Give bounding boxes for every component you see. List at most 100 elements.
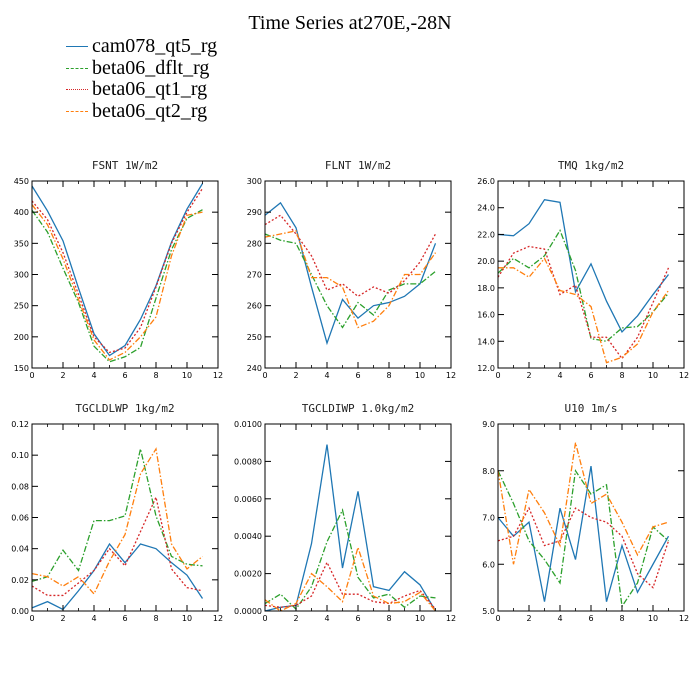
x-tick-label: 10 [182, 614, 192, 623]
x-tick-label: 12 [446, 371, 456, 380]
plot-frame [31, 423, 219, 612]
y-tick-label: 0.12 [11, 420, 29, 429]
y-tick-label: 5.0 [482, 607, 495, 616]
x-tick-label: 12 [213, 614, 223, 623]
x-tick-label: 8 [153, 614, 158, 623]
y-tick-label: 300 [247, 177, 262, 186]
series-line-0 [497, 198, 670, 334]
series-line-0 [31, 183, 204, 357]
legend-swatch-0 [66, 46, 88, 48]
series-line-2 [264, 560, 437, 610]
series-line-0 [31, 542, 204, 611]
series-line-2 [31, 188, 204, 354]
chart-tmq: TMQ 1kg/m2 0 2 4 6 8 10 12 12.0 14.0 16.0 18.0 20.0 2… [477, 159, 689, 380]
y-tick-label: 8.0 [482, 467, 495, 476]
x-tick-label: 4 [324, 371, 329, 380]
x-tick-label: 8 [619, 371, 624, 380]
x-tick-label: 0 [262, 614, 267, 623]
x-tick-label: 10 [415, 371, 425, 380]
y-tick-label: 0.0040 [234, 532, 262, 541]
x-tick-label: 10 [182, 371, 192, 380]
y-tick-label: 240 [247, 364, 262, 373]
chart-flnt: FLNT 1W/m2 0 2 4 6 8 10 12 240 250 260 270 280 290 300 [247, 159, 456, 380]
y-tick-label: 400 [14, 208, 29, 217]
series-line-0 [497, 465, 670, 602]
y-tick-label: 12.0 [477, 364, 495, 373]
x-tick-label: 6 [355, 614, 360, 623]
y-tick-label: 18.0 [477, 284, 495, 293]
legend-label-1: beta06_dflt_rg [92, 56, 210, 79]
y-tick-label: 0.0100 [234, 420, 262, 429]
panel-title: TMQ 1kg/m2 [558, 159, 624, 172]
x-tick-label: 10 [648, 371, 658, 380]
x-tick-label: 4 [91, 371, 96, 380]
series-line-0 [264, 201, 437, 346]
series-line-3 [497, 442, 669, 565]
y-tick-label: 270 [247, 271, 262, 280]
panel-title: U10 1m/s [565, 402, 618, 415]
y-tick-label: 260 [247, 302, 262, 311]
series-line-2 [497, 245, 670, 360]
y-tick-label: 0.08 [11, 482, 29, 491]
series-line-2 [31, 495, 203, 597]
y-tick-label: 300 [14, 271, 29, 280]
series-line-2 [497, 506, 670, 589]
x-tick-label: 4 [91, 614, 96, 623]
x-tick-label: 4 [324, 614, 329, 623]
y-tick-label: 26.0 [477, 177, 495, 186]
y-tick-label: 450 [14, 177, 29, 186]
series-line-1 [264, 508, 436, 611]
x-tick-label: 12 [213, 371, 223, 380]
series-line-3 [31, 204, 203, 361]
x-tick-label: 0 [29, 371, 34, 380]
x-tick-label: 2 [60, 371, 65, 380]
y-tick-label: 14.0 [477, 337, 495, 346]
series-line-1 [497, 468, 669, 609]
legend-entry: beta06_dflt_rg [66, 56, 217, 80]
plot-frame [31, 180, 219, 369]
y-tick-label: 280 [247, 239, 262, 248]
x-tick-label: 10 [415, 614, 425, 623]
y-tick-label: 0.00 [11, 607, 29, 616]
y-tick-label: 150 [14, 364, 29, 373]
y-tick-label: 16.0 [477, 311, 495, 320]
x-tick-label: 8 [386, 371, 391, 380]
series-line-2 [264, 214, 437, 298]
panel-title: FSNT 1W/m2 [92, 159, 158, 172]
y-tick-label: 6.0 [482, 560, 495, 569]
plot-frame [264, 423, 452, 612]
series-line-1 [264, 233, 436, 329]
legend-swatch-1 [66, 67, 88, 69]
y-tick-label: 290 [247, 208, 262, 217]
legend-label-0: cam078_qt5_rg [92, 35, 218, 57]
y-tick-label: 20.0 [477, 257, 495, 266]
x-tick-label: 12 [446, 614, 456, 623]
y-tick-label: 0.0000 [234, 607, 262, 616]
chart-tgcldlwp: TGCLDLWP 1kg/m2 0 2 4 6 8 10 12 0.00 0.02 0.04 0.06… [11, 402, 223, 623]
y-tick-label: 0.0020 [234, 570, 262, 579]
legend-label-2: beta06_qt1_rg [92, 78, 208, 100]
x-tick-label: 0 [495, 371, 500, 380]
y-tick-label: 250 [247, 333, 262, 342]
chart-title: Time Series at270E,-28N [248, 12, 452, 34]
x-tick-label: 2 [60, 614, 65, 623]
x-tick-label: 0 [262, 371, 267, 380]
chart-fsnt: FSNT 1W/m2 0 2 4 6 8 10 12 150 200 250 300 350 400 450 [14, 159, 223, 380]
x-tick-label: 6 [588, 614, 593, 623]
x-tick-label: 6 [122, 371, 127, 380]
legend-entry: beta06_qt2_rg [66, 99, 217, 123]
legend-label-3: beta06_qt2_rg [92, 99, 208, 122]
y-tick-label: 22.0 [477, 230, 495, 239]
legend-swatch-2 [66, 89, 88, 91]
chart-tgcldiwp: TGCLDIWP 1.0kg/m2 0 2 4 6 8 10 12 0.0000 0.0020 0.… [234, 402, 456, 623]
x-tick-label: 10 [648, 614, 658, 623]
series-line-3 [264, 545, 437, 612]
panel-title: TGCLDLWP 1kg/m2 [75, 402, 174, 415]
panel-title: TGCLDIWP 1.0kg/m2 [302, 402, 415, 415]
x-tick-label: 4 [557, 614, 562, 623]
y-tick-label: 0.0080 [234, 457, 262, 466]
plot-frame [497, 180, 685, 369]
y-tick-label: 250 [14, 302, 29, 311]
x-tick-label: 12 [679, 614, 689, 623]
x-tick-label: 2 [293, 614, 298, 623]
